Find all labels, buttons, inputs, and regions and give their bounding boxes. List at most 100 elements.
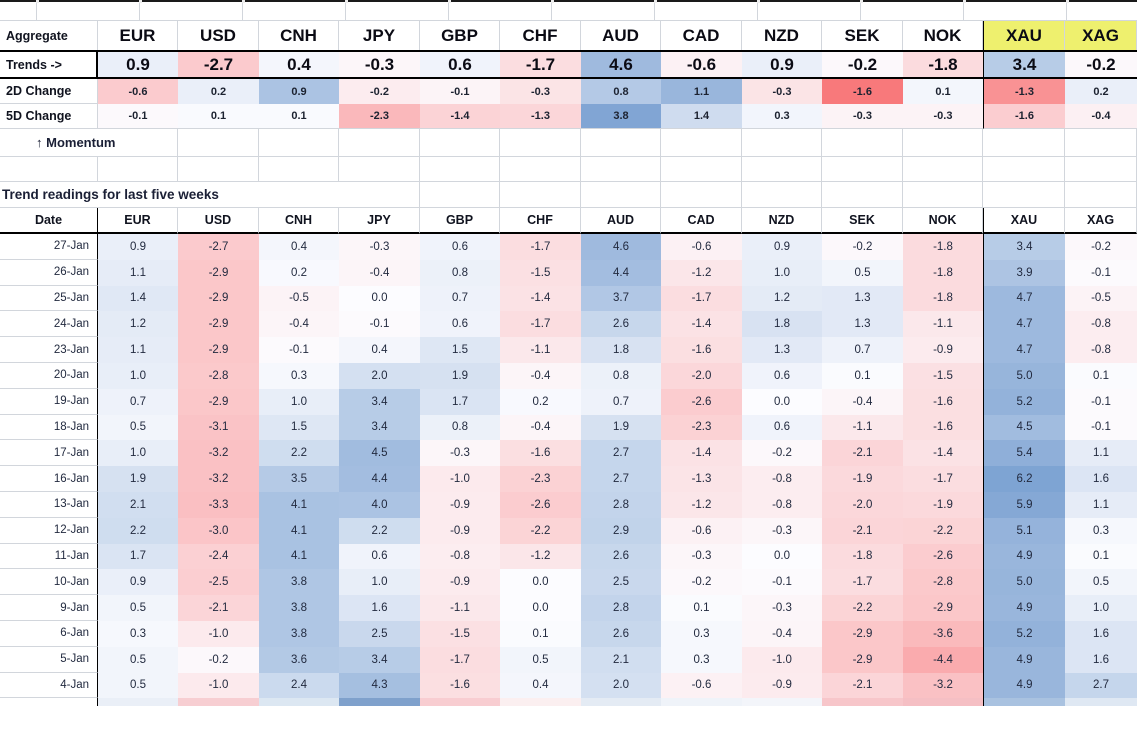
heat-cell[interactable]: 5.4 xyxy=(983,440,1065,467)
heat-cell-clipped[interactable] xyxy=(581,698,661,706)
change-5d-value-cell[interactable]: -0.3 xyxy=(822,104,903,129)
trend-value-cell[interactable]: 4.6 xyxy=(581,50,661,79)
change-2d-value-cell[interactable]: 0.1 xyxy=(903,79,983,104)
heat-cell[interactable]: 0.0 xyxy=(742,388,822,415)
history-column-header-cnh[interactable]: CNH xyxy=(259,208,339,234)
heat-cell[interactable]: -0.4 xyxy=(339,259,420,286)
column-header-cad[interactable]: CAD xyxy=(661,21,742,50)
date-cell[interactable]: 26-Jan xyxy=(0,259,98,286)
heat-cell[interactable]: 5.2 xyxy=(983,620,1065,647)
date-cell[interactable]: 25-Jan xyxy=(0,285,98,312)
change-5d-value-cell[interactable]: 0.1 xyxy=(178,104,259,129)
heat-cell[interactable]: 3.4 xyxy=(339,414,420,441)
history-column-header-sek[interactable]: SEK xyxy=(822,208,903,234)
column-header-xag[interactable]: XAG xyxy=(1065,21,1137,50)
heat-cell[interactable]: 4.5 xyxy=(983,414,1065,441)
heat-cell[interactable]: 0.6 xyxy=(420,311,500,338)
heat-cell[interactable]: 6.2 xyxy=(983,466,1065,492)
heat-cell[interactable]: -2.8 xyxy=(178,362,259,389)
heat-cell[interactable]: 1.6 xyxy=(1065,620,1137,647)
heat-cell[interactable]: 0.1 xyxy=(822,362,903,389)
heat-cell[interactable]: -1.4 xyxy=(500,285,581,312)
heat-cell[interactable]: -1.6 xyxy=(903,388,983,415)
empty-cell[interactable] xyxy=(581,182,661,208)
heat-cell[interactable]: -1.1 xyxy=(420,595,500,621)
heat-cell[interactable]: -0.1 xyxy=(742,569,822,596)
trend-value-cell[interactable]: 0.4 xyxy=(259,50,339,79)
heat-cell[interactable]: 5.0 xyxy=(983,362,1065,389)
empty-cell[interactable] xyxy=(822,157,903,182)
heat-cell[interactable]: -3.0 xyxy=(178,517,259,544)
heat-cell[interactable]: -2.2 xyxy=(903,517,983,544)
heat-cell[interactable]: -2.1 xyxy=(822,672,903,699)
trend-value-cell[interactable]: -1.8 xyxy=(903,50,983,79)
heat-cell[interactable]: -0.4 xyxy=(259,311,339,338)
history-column-header-usd[interactable]: USD xyxy=(178,208,259,234)
heat-cell[interactable]: 4.9 xyxy=(983,543,1065,570)
empty-cell[interactable] xyxy=(581,157,661,182)
heat-cell[interactable]: 1.0 xyxy=(259,388,339,415)
heat-cell[interactable]: 5.1 xyxy=(983,517,1065,544)
heat-cell[interactable]: 2.5 xyxy=(339,620,420,647)
heat-cell-clipped[interactable] xyxy=(98,698,178,706)
change-5d-value-cell[interactable]: -0.4 xyxy=(1065,104,1137,129)
heat-cell[interactable]: -0.3 xyxy=(420,440,500,467)
history-column-header-aud[interactable]: AUD xyxy=(581,208,661,234)
history-column-header-nzd[interactable]: NZD xyxy=(742,208,822,234)
aggregate-corner-cell[interactable]: Aggregate xyxy=(0,21,98,50)
heat-cell[interactable]: 2.0 xyxy=(581,672,661,699)
empty-cell[interactable] xyxy=(339,157,420,182)
empty-cell[interactable] xyxy=(742,129,822,157)
momentum-label[interactable]: ↑ Momentum xyxy=(0,129,178,157)
heat-cell[interactable]: -2.6 xyxy=(661,388,742,415)
heat-cell[interactable]: -1.5 xyxy=(903,362,983,389)
heat-cell[interactable]: 1.1 xyxy=(98,259,178,286)
heat-cell[interactable]: 1.2 xyxy=(742,285,822,312)
empty-cell[interactable] xyxy=(1065,182,1137,208)
heat-cell[interactable]: 0.0 xyxy=(339,285,420,312)
heat-cell[interactable]: 5.0 xyxy=(983,569,1065,596)
date-cell[interactable]: 20-Jan xyxy=(0,362,98,389)
empty-cell[interactable] xyxy=(98,157,178,182)
date-cell[interactable]: 23-Jan xyxy=(0,337,98,363)
heat-cell[interactable]: -0.2 xyxy=(178,646,259,673)
heat-cell[interactable]: -0.8 xyxy=(1065,311,1137,338)
heat-cell[interactable]: 1.3 xyxy=(742,337,822,363)
heat-cell[interactable]: 1.3 xyxy=(822,311,903,338)
empty-cell[interactable] xyxy=(1065,129,1137,157)
heat-cell[interactable]: -0.2 xyxy=(742,440,822,467)
heat-cell[interactable]: -0.8 xyxy=(742,466,822,492)
date-column-header[interactable]: Date xyxy=(0,208,98,234)
heat-cell[interactable]: -1.7 xyxy=(903,466,983,492)
heat-cell[interactable]: 2.6 xyxy=(581,311,661,338)
heat-cell[interactable]: 1.9 xyxy=(98,466,178,492)
heat-cell[interactable]: -2.9 xyxy=(822,646,903,673)
heat-cell[interactable]: -0.5 xyxy=(1065,285,1137,312)
heat-cell[interactable]: -0.9 xyxy=(903,337,983,363)
date-cell[interactable]: 12-Jan xyxy=(0,517,98,544)
heat-cell[interactable]: 2.2 xyxy=(339,517,420,544)
empty-cell[interactable] xyxy=(661,129,742,157)
empty-cell[interactable] xyxy=(500,129,581,157)
date-cell[interactable]: 24-Jan xyxy=(0,311,98,338)
heat-cell[interactable]: 0.5 xyxy=(500,646,581,673)
change-2d-value-cell[interactable]: 0.9 xyxy=(259,79,339,104)
date-cell[interactable]: 18-Jan xyxy=(0,414,98,441)
heat-cell[interactable]: 1.1 xyxy=(98,337,178,363)
heat-cell[interactable]: -0.2 xyxy=(661,569,742,596)
heat-cell[interactable]: 0.3 xyxy=(1065,517,1137,544)
change-5d-value-cell[interactable]: -0.3 xyxy=(903,104,983,129)
heat-cell[interactable]: -1.6 xyxy=(420,672,500,699)
heat-cell[interactable]: -0.6 xyxy=(661,234,742,260)
trends-label-cell[interactable]: Trends -> xyxy=(0,50,98,79)
heat-cell[interactable]: 1.6 xyxy=(1065,466,1137,492)
heat-cell[interactable]: -1.0 xyxy=(742,646,822,673)
heat-cell[interactable]: -0.4 xyxy=(742,620,822,647)
heat-cell[interactable]: 0.5 xyxy=(98,672,178,699)
heat-cell[interactable]: 1.8 xyxy=(581,337,661,363)
heat-cell[interactable]: 3.4 xyxy=(983,234,1065,260)
heat-cell[interactable]: 2.9 xyxy=(581,517,661,544)
heat-cell[interactable]: -1.7 xyxy=(661,285,742,312)
heat-cell[interactable]: 0.6 xyxy=(742,414,822,441)
change-2d-value-cell[interactable]: -0.1 xyxy=(420,79,500,104)
